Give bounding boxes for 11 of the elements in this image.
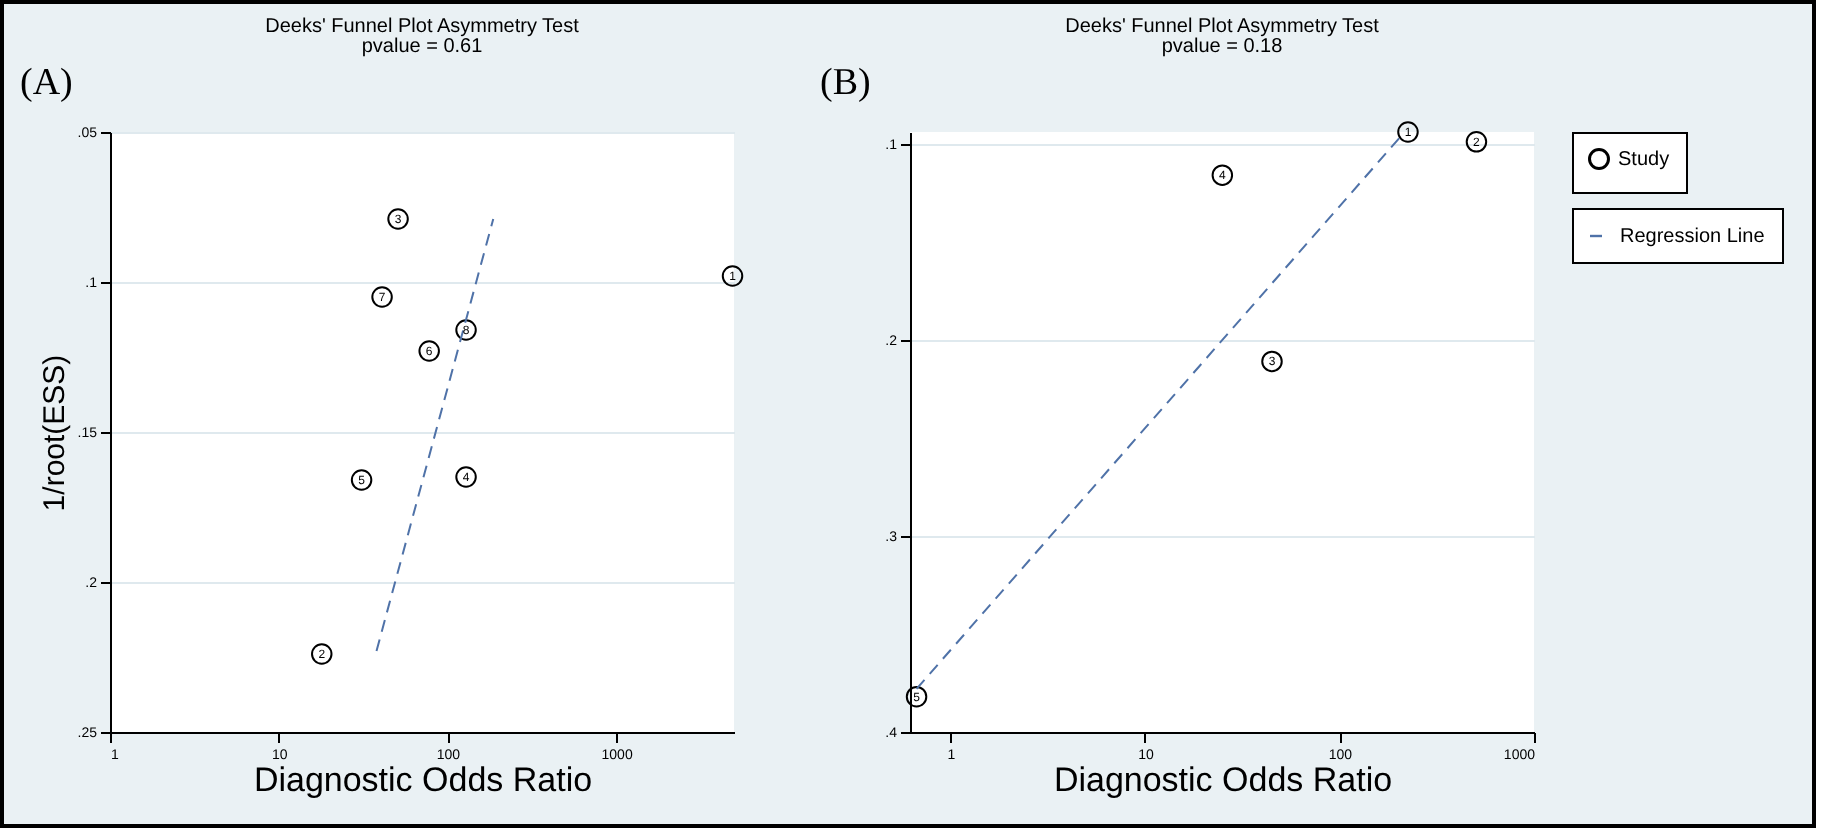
x-axis-title: Diagnostic Odds Ratio: [1053, 761, 1393, 799]
chart-subtitle: pvalue = 0.18: [1161, 36, 1284, 58]
x-axis-title: Diagnostic Odds Ratio: [253, 761, 593, 799]
legend-label: Study: [1618, 149, 1670, 171]
text: (A): [20, 62, 73, 104]
legend-label: Regression Line: [1620, 226, 1766, 248]
chart-subtitle: pvalue = 0.61: [361, 36, 484, 58]
chart-title: Deeks' Funnel Plot Asymmetry Test: [1065, 16, 1380, 38]
text: (B): [820, 62, 871, 104]
y-axis-title: 1/root(ESS): [37, 354, 72, 512]
chart-title: Deeks' Funnel Plot Asymmetry Test: [265, 16, 580, 38]
